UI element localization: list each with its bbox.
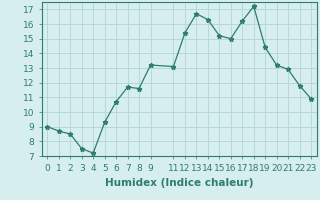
- X-axis label: Humidex (Indice chaleur): Humidex (Indice chaleur): [105, 178, 253, 188]
